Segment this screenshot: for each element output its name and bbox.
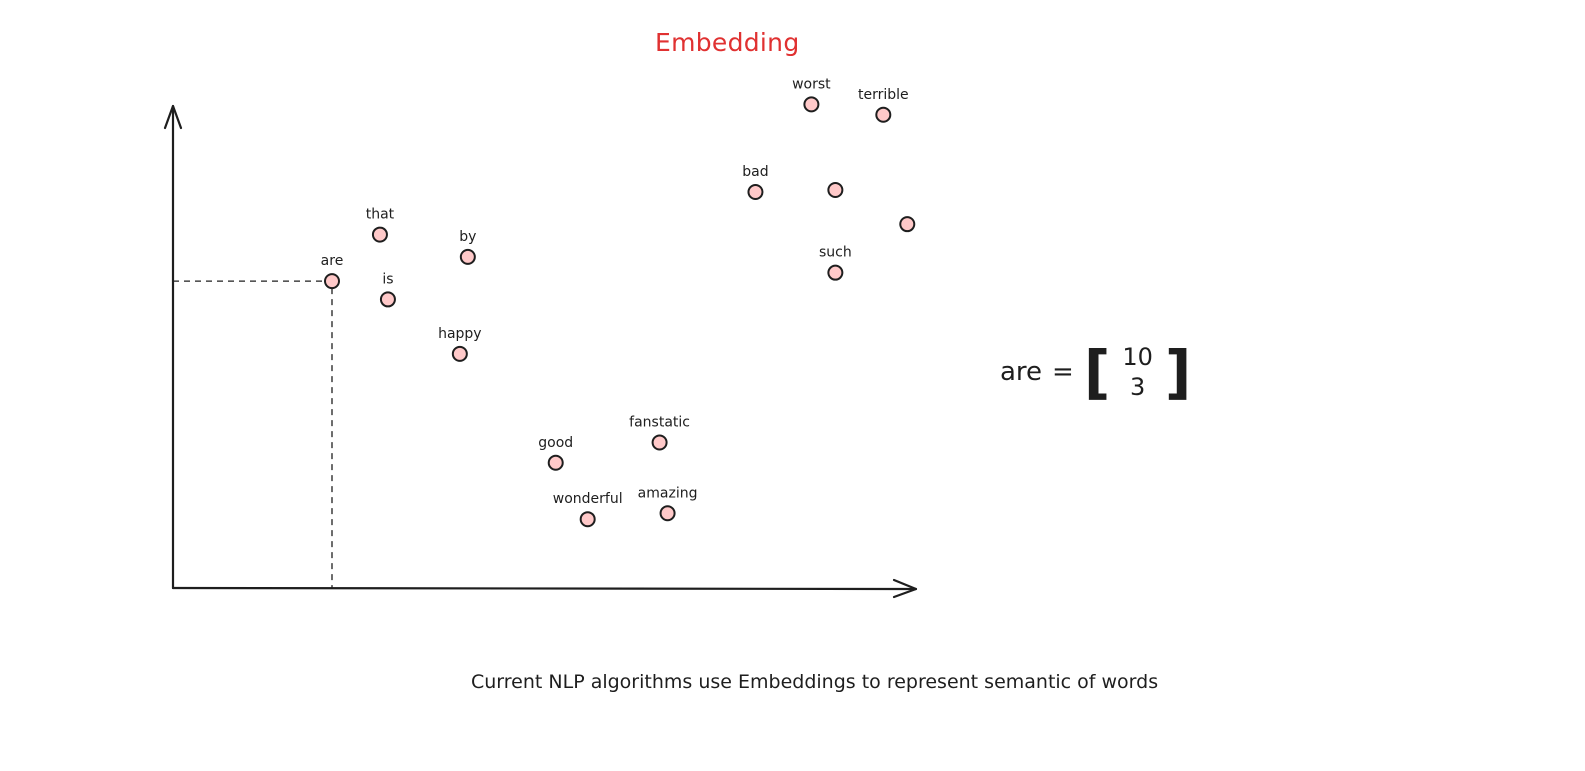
word-label: such: [819, 245, 852, 261]
word-label: by: [459, 229, 476, 245]
diagram-title: Embedding: [655, 28, 800, 57]
right-bracket: ]: [1164, 338, 1192, 406]
word-label: terrible: [858, 87, 909, 103]
word-dot: [547, 454, 564, 471]
word-label: bad: [742, 164, 768, 180]
word-label: wonderful: [553, 491, 623, 507]
word-dot: [899, 216, 916, 233]
word-dot: [459, 248, 476, 265]
word-dot: [827, 264, 844, 281]
word-point-unlabeled-4: [899, 216, 916, 233]
equation-equals-sign: =: [1052, 357, 1074, 387]
word-point-terrible: terrible: [858, 87, 909, 123]
word-dot: [803, 96, 820, 113]
word-dot: [651, 434, 668, 451]
word-label: amazing: [638, 485, 698, 501]
word-point-worst: worst: [792, 76, 831, 113]
word-point-are: are: [321, 253, 344, 290]
equation-word: are: [1000, 357, 1043, 387]
word-dot: [875, 106, 892, 123]
embedding-vector: 10 3: [1122, 342, 1153, 402]
y-axis-arrowhead: [163, 104, 183, 130]
word-point-by: by: [459, 229, 476, 265]
word-dot: [324, 273, 340, 290]
word-label: worst: [792, 76, 831, 92]
word-label: fanstatic: [629, 414, 690, 430]
word-dot: [451, 345, 468, 362]
word-point-such: such: [819, 245, 852, 281]
word-label: that: [366, 207, 395, 223]
word-dot: [579, 511, 596, 528]
caption: Current NLP algorithms use Embeddings to…: [471, 671, 1159, 693]
word-dot: [827, 182, 844, 199]
word-points: worst terrible bad such that by are is happy fans…: [321, 76, 916, 528]
word-label: is: [382, 271, 393, 287]
word-label: good: [538, 435, 573, 451]
x-axis-arrowhead: [892, 578, 918, 599]
vector-value-2: 3: [1129, 373, 1146, 401]
vector-value-1: 10: [1122, 343, 1153, 371]
word-point-fanstatic: fanstatic: [629, 414, 690, 451]
word-point-happy: happy: [438, 326, 482, 362]
embedding-equation: are = [ 10 3 ]: [1000, 336, 1191, 408]
word-point-amazing: amazing: [638, 485, 698, 522]
x-axis: [171, 586, 918, 591]
left-bracket: [: [1083, 338, 1111, 406]
word-point-is: is: [379, 271, 396, 308]
word-point-wonderful: wonderful: [553, 491, 623, 528]
word-point-bad: bad: [742, 164, 769, 200]
word-point-that: that: [366, 207, 395, 243]
word-label: happy: [438, 326, 482, 342]
word-point-unlabeled-3: [827, 182, 844, 199]
word-dot: [747, 184, 764, 200]
word-dot: [379, 291, 396, 308]
word-dot: [659, 505, 676, 522]
word-point-good: good: [538, 435, 573, 471]
word-dot: [371, 226, 388, 243]
word-label: are: [321, 253, 344, 269]
